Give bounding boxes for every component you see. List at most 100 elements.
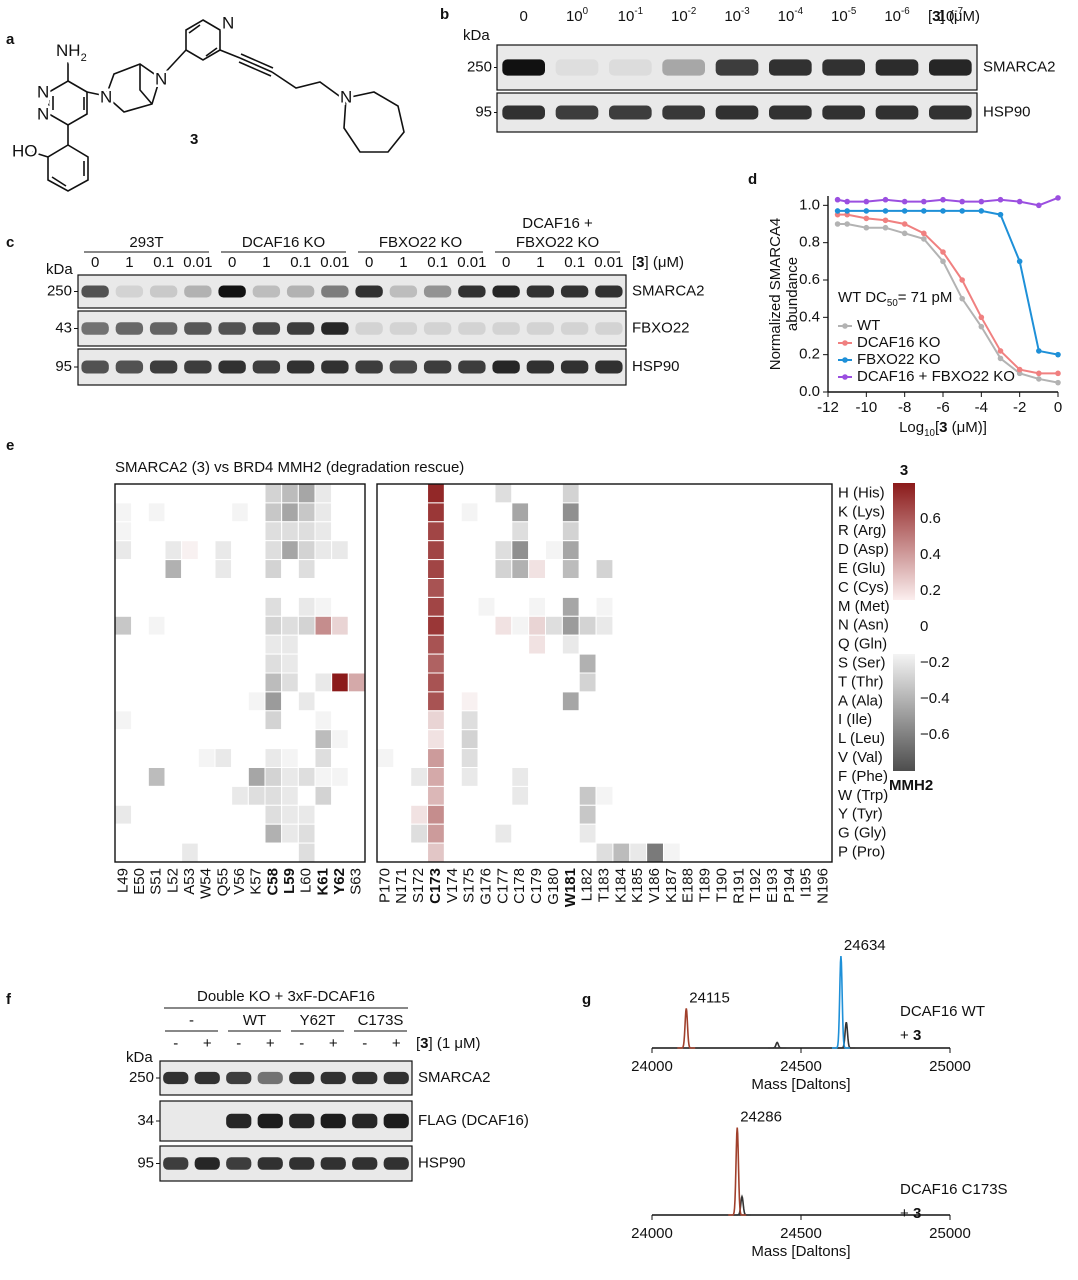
heatmap-cell [314, 748, 333, 768]
heatmap-cell [376, 502, 395, 523]
sample-label: DCAF16 WT [900, 1003, 985, 1020]
heatmap-cell [764, 615, 782, 636]
heatmap-cell [646, 521, 664, 542]
band [115, 322, 144, 335]
heatmap-cell [797, 691, 816, 712]
concentration-label-part: -2 [688, 6, 697, 17]
heatmap-cell [147, 842, 166, 863]
heatmap-cell [281, 842, 299, 863]
heatmap-cell [393, 672, 412, 693]
heatmap-cell [214, 710, 233, 731]
band [257, 1157, 283, 1170]
heatmap-cell [376, 615, 395, 636]
data-point [901, 208, 908, 214]
heatmap-cell [561, 804, 580, 825]
x-tick-label: 25000 [929, 1058, 971, 1075]
heatmap-cell [679, 785, 698, 806]
x-tick-label: -6 [936, 399, 949, 416]
sample-label-part: + [900, 1205, 913, 1222]
heatmap-cell [131, 483, 149, 504]
heatmap-cell [646, 767, 664, 787]
data-point [978, 323, 985, 330]
sample-label: DCAF16 C173S [900, 1181, 1008, 1198]
x-axis-label-part: (μM)] [947, 419, 986, 436]
protein-label: SMARCA2 [418, 1069, 491, 1086]
column-label: S51 [148, 868, 165, 895]
heatmap-cell [247, 483, 266, 504]
dose-label: 1 [536, 254, 544, 271]
column-label: Q55 [214, 868, 231, 896]
heatmap-cell [477, 691, 496, 712]
heatmap-cell [347, 691, 366, 712]
colorbar-tick-label: 0.4 [920, 546, 941, 563]
heatmap-cell [376, 691, 395, 712]
x-tick-label: 24000 [631, 1225, 673, 1242]
heatmap-cell [814, 748, 833, 768]
column-label: G176 [478, 868, 495, 905]
heatmap-cell [477, 521, 496, 542]
heatmap-cell [764, 540, 782, 561]
bond [185, 19, 221, 61]
annotation-part: WT DC [838, 289, 887, 306]
treat-label: + [329, 1035, 338, 1052]
heatmap-cell [264, 615, 283, 636]
heatmap-cell [231, 729, 249, 750]
heatmap-cell [410, 785, 429, 806]
heatmap-cell [347, 540, 366, 561]
column-label: E188 [680, 868, 697, 903]
heatmap-cell [247, 710, 266, 731]
heatmap-cell [376, 559, 395, 579]
heatmap-cell [197, 767, 216, 787]
heatmap-cell [281, 559, 299, 579]
heatmap-cell [131, 521, 149, 542]
sample-label-part: + [900, 1027, 913, 1044]
heatmap-cell [612, 596, 631, 617]
band [526, 360, 555, 374]
column-label: K57 [248, 868, 265, 895]
heatmap-cell [814, 804, 833, 825]
colorbar-tick-label: −0.6 [920, 726, 950, 743]
data-point [882, 224, 889, 231]
marker-label: 95 [55, 358, 72, 375]
peak-label: 24115 [689, 989, 730, 1006]
heatmap-cell [612, 578, 631, 598]
heatmap-cell [679, 634, 698, 655]
heatmap-cell [528, 804, 547, 825]
heatmap-cell [780, 653, 799, 674]
heatmap-cell [797, 596, 816, 617]
heatmap-cell [410, 559, 429, 579]
heatmap-cell [347, 767, 366, 787]
band [320, 1113, 346, 1129]
heatmap-cell [114, 710, 133, 731]
band [163, 1071, 189, 1085]
heatmap-cell [281, 823, 299, 844]
atom-label: N [155, 69, 167, 88]
band [226, 1157, 252, 1170]
band [355, 360, 383, 374]
heatmap-cell [511, 615, 530, 636]
heatmap-cell [595, 540, 614, 561]
heatmap-cell [679, 578, 698, 598]
heatmap-cell [214, 804, 233, 825]
y-tick-label: 0.6 [799, 271, 820, 288]
band [595, 285, 623, 298]
heatmap-cell [679, 521, 698, 542]
heatmap-cell [164, 483, 183, 504]
bond [271, 71, 343, 99]
heatmap-cell [662, 729, 681, 750]
heatmap-cell [494, 502, 513, 523]
heatmap-cell [427, 729, 445, 750]
column-label: W181 [562, 868, 579, 907]
heatmap-cell [595, 483, 614, 504]
heatmap-cell [561, 842, 580, 863]
row-label: L (Leu) [838, 730, 885, 747]
heatmap-cell [427, 615, 445, 636]
group-label: Y62T [300, 1012, 336, 1029]
protein-label: FBXO22 [632, 319, 690, 336]
heatmap-cell [528, 615, 547, 636]
heatmap-cell [612, 672, 631, 693]
heatmap-cell [460, 615, 479, 636]
marker-label: 34 [137, 1112, 154, 1129]
heatmap-cell [331, 823, 349, 844]
heatmap-cell [662, 502, 681, 523]
